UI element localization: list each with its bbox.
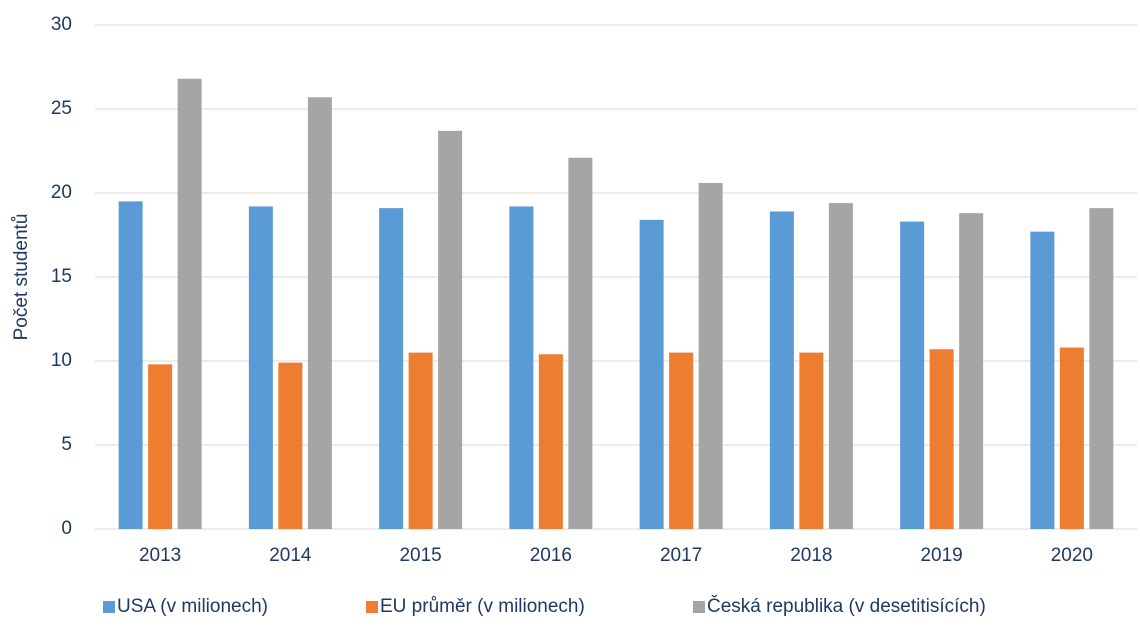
- bar: [669, 352, 694, 529]
- bar: [828, 203, 853, 529]
- x-tick-label: 2018: [790, 545, 832, 566]
- y-tick-label: 15: [51, 266, 72, 287]
- y-tick-label: 0: [61, 518, 72, 539]
- bar: [900, 221, 925, 529]
- legend-label: USA (v milionech): [117, 596, 268, 617]
- bar: [278, 362, 303, 529]
- bar: [639, 219, 664, 529]
- bar: [248, 206, 273, 529]
- y-tick-label: 20: [51, 182, 72, 203]
- bar: [1089, 208, 1114, 529]
- bar: [307, 97, 332, 530]
- y-axis-label: Počet studentů: [11, 214, 32, 341]
- bar: [438, 130, 463, 529]
- bar: [408, 352, 433, 529]
- legend-swatch: [693, 601, 705, 613]
- x-tick-label: 2014: [269, 545, 312, 566]
- bar: [538, 354, 563, 529]
- bar: [509, 206, 534, 529]
- x-tick-label: 2016: [530, 545, 572, 566]
- bar: [568, 157, 593, 529]
- bar: [379, 208, 404, 529]
- bar: [769, 211, 794, 530]
- bar: [929, 349, 954, 529]
- legend-label: Česká republika (v desetitisících): [707, 595, 986, 617]
- legend-swatch: [366, 601, 378, 613]
- x-tick-label: 2017: [660, 545, 702, 566]
- bar: [698, 182, 723, 530]
- bar: [1059, 347, 1084, 529]
- bar: [959, 213, 984, 529]
- bar: [1030, 231, 1055, 529]
- x-tick-label: 2013: [139, 545, 181, 566]
- legend-label: EU průměr (v milionech): [380, 596, 585, 617]
- bar: [118, 201, 143, 529]
- y-tick-label: 25: [51, 98, 72, 119]
- x-tick-label: 2015: [399, 545, 441, 566]
- bar: [799, 352, 824, 529]
- bar: [148, 364, 173, 529]
- y-tick-label: 30: [51, 14, 72, 35]
- bar: [177, 78, 202, 529]
- x-tick-label: 2019: [920, 545, 962, 566]
- y-tick-label: 10: [51, 350, 72, 371]
- y-tick-label: 5: [61, 434, 72, 455]
- x-tick-label: 2020: [1051, 545, 1093, 566]
- legend-swatch: [103, 601, 115, 613]
